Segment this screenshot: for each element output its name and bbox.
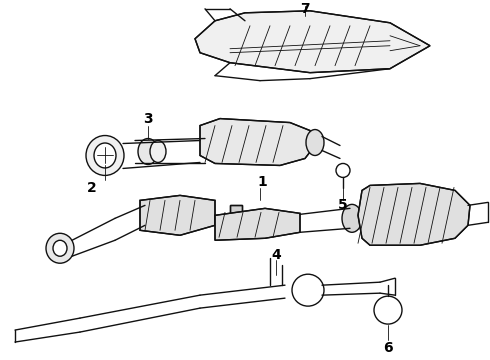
Polygon shape xyxy=(195,11,430,73)
Text: 2: 2 xyxy=(87,181,97,195)
Ellipse shape xyxy=(46,233,74,263)
Text: 3: 3 xyxy=(143,112,153,126)
Ellipse shape xyxy=(86,135,124,175)
Text: 1: 1 xyxy=(257,175,267,189)
Polygon shape xyxy=(230,205,242,222)
Ellipse shape xyxy=(342,204,362,232)
Ellipse shape xyxy=(150,140,166,162)
Ellipse shape xyxy=(53,240,67,256)
Polygon shape xyxy=(140,195,215,235)
Text: 7: 7 xyxy=(300,2,310,16)
Polygon shape xyxy=(358,183,470,245)
Ellipse shape xyxy=(94,143,116,168)
Ellipse shape xyxy=(138,139,158,165)
Polygon shape xyxy=(200,118,315,166)
Ellipse shape xyxy=(306,130,324,156)
Text: 6: 6 xyxy=(383,341,393,355)
Text: 5: 5 xyxy=(338,198,348,212)
Text: 4: 4 xyxy=(271,248,281,262)
Polygon shape xyxy=(215,208,300,240)
